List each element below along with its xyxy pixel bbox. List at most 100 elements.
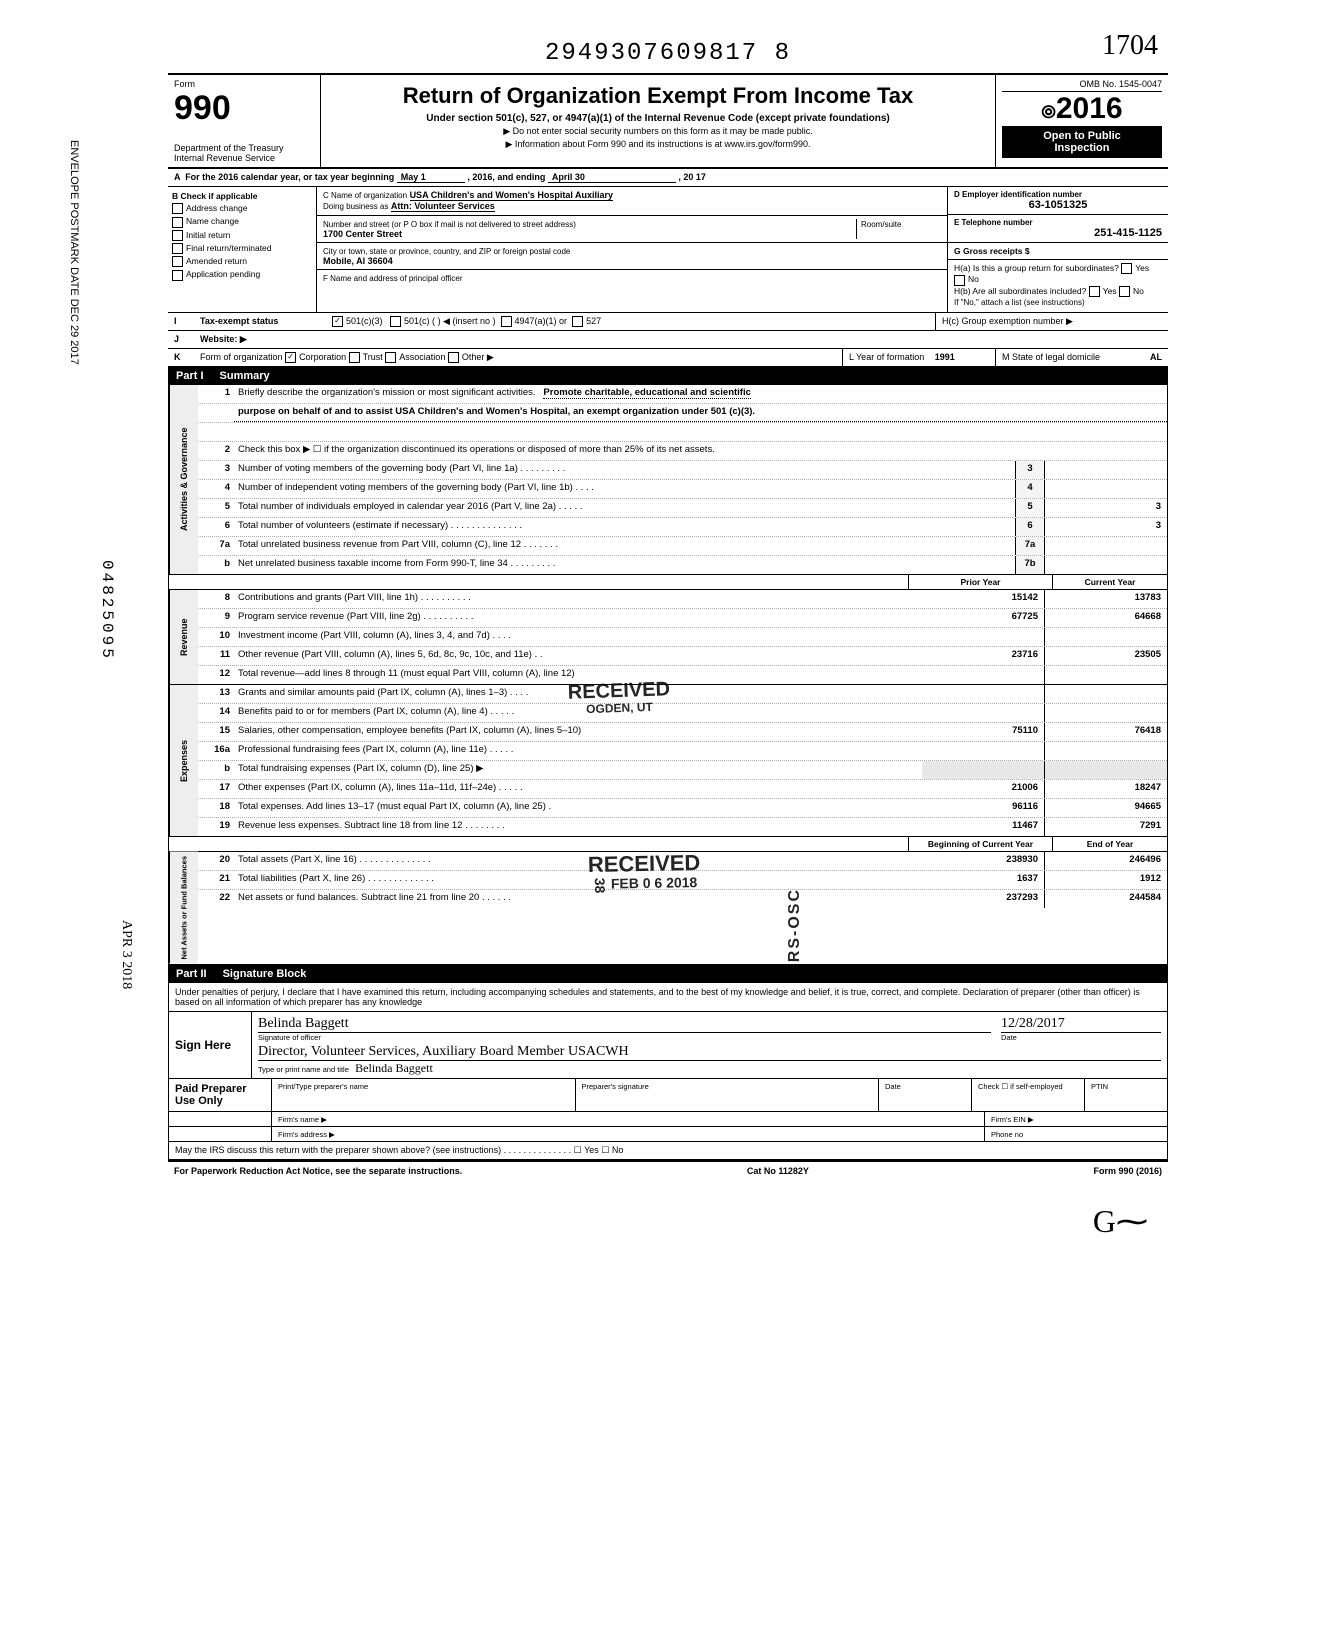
part2-title: Signature Block xyxy=(223,968,307,980)
firm-ein-label: Firm's EIN ▶ xyxy=(991,1115,1034,1124)
cb-ha-yes[interactable] xyxy=(1121,263,1132,274)
lbl-501c: 501(c) ( xyxy=(404,316,435,326)
header-left: Form 990 Department of the Treasury Inte… xyxy=(168,75,321,167)
cb-527[interactable] xyxy=(572,316,583,327)
header-mid: Return of Organization Exempt From Incom… xyxy=(321,75,996,167)
lbl-501c3: 501(c)(3) xyxy=(346,316,383,326)
cb-hb-no[interactable] xyxy=(1119,286,1130,297)
ln11-prior: 23716 xyxy=(922,647,1045,665)
ln6-val: 3 xyxy=(1045,518,1167,536)
lbl-4947: 4947(a)(1) or xyxy=(515,316,568,326)
irs-discuss-line: May the IRS discuss this return with the… xyxy=(169,1142,1167,1160)
ln21-boy: 1637 xyxy=(922,871,1045,889)
section-governance: Activities & Governance 1 Briefly descri… xyxy=(169,385,1167,575)
part-2-header: Part II Signature Block xyxy=(168,965,1168,983)
col-b-checkboxes: B Check if applicable Address change Nam… xyxy=(168,187,317,312)
cb-initial-return[interactable] xyxy=(172,230,183,241)
hb-label: H(b) Are all subordinates included? xyxy=(954,286,1086,296)
l-label: L Year of formation xyxy=(849,352,924,362)
ln17-no: 17 xyxy=(198,780,234,798)
hb-yes: Yes xyxy=(1103,286,1117,296)
margin-sequence: 04825095 xyxy=(98,560,116,661)
i-label: I xyxy=(168,313,194,330)
firm-name-label: Firm's name ▶ xyxy=(278,1115,327,1124)
section-expenses: Expenses 13 Grants and similar amounts p… xyxy=(169,685,1167,837)
city-label: City or town, state or province, country… xyxy=(323,247,570,256)
ln5-desc: Total number of individuals employed in … xyxy=(234,499,1015,517)
ln14-no: 14 xyxy=(198,704,234,722)
k-head: Form of organization xyxy=(200,352,283,362)
cb-hb-yes[interactable] xyxy=(1089,286,1100,297)
part-1-header: Part I Summary xyxy=(168,367,1168,385)
ln6-desc: Total number of volunteers (estimate if … xyxy=(234,518,1015,536)
ln19-desc: Revenue less expenses. Subtract line 18 … xyxy=(234,818,922,836)
margin-envelope: ENVELOPE POSTMARK DATE DEC 29 2017 xyxy=(68,140,80,365)
ln3-desc: Number of voting members of the governin… xyxy=(234,461,1015,479)
lbl-final-return: Final return/terminated xyxy=(186,243,272,253)
cb-trust[interactable] xyxy=(349,352,360,363)
cb-address-change[interactable] xyxy=(172,203,183,214)
ln1-desc: Briefly describe the organization's miss… xyxy=(238,387,536,398)
ln15-no: 15 xyxy=(198,723,234,741)
state-domicile: AL xyxy=(1150,352,1162,362)
row-a-tax-year: A For the 2016 calendar year, or tax yea… xyxy=(168,169,1168,187)
cb-4947[interactable] xyxy=(501,316,512,327)
ln6-box: 6 xyxy=(1015,518,1045,536)
ha-no: No xyxy=(968,274,979,284)
cb-other[interactable] xyxy=(448,352,459,363)
lbl-other: Other ▶ xyxy=(462,352,494,362)
ln6-no: 6 xyxy=(198,518,234,536)
cb-corp[interactable]: ✓ xyxy=(285,352,296,363)
m-label: M State of legal domicile xyxy=(1002,352,1100,362)
cb-final-return[interactable] xyxy=(172,243,183,254)
ln2-no: 2 xyxy=(198,442,234,460)
ln8-desc: Contributions and grants (Part VIII, lin… xyxy=(234,590,922,608)
ln10-no: 10 xyxy=(198,628,234,646)
e-label: E Telephone number xyxy=(954,218,1162,227)
ln7a-box: 7a xyxy=(1015,537,1045,555)
form-footer: For Paperwork Reduction Act Notice, see … xyxy=(168,1161,1168,1180)
footer-right: Form 990 (2016) xyxy=(1093,1166,1162,1176)
lbl-corp: Corporation xyxy=(299,352,346,362)
b-label: B xyxy=(172,191,178,201)
ln7b-desc: Net unrelated business taxable income fr… xyxy=(234,556,1015,574)
cb-ha-no[interactable] xyxy=(954,275,965,286)
tax-year: ⦾2016 xyxy=(1002,94,1162,124)
ln9-desc: Program service revenue (Part VIII, line… xyxy=(234,609,922,627)
tab-net-assets: Net Assets or Fund Balances xyxy=(169,852,198,964)
org-phone: 251-415-1125 xyxy=(954,227,1162,239)
ln4-desc: Number of independent voting members of … xyxy=(234,480,1015,498)
row-a-mid: , 2016, and ending xyxy=(467,172,545,182)
row-i-tax-exempt: I Tax-exempt status ✓501(c)(3) 501(c) ( … xyxy=(168,313,1168,331)
prep-name-label: Print/Type preparer's name xyxy=(278,1082,368,1091)
tax-year-end: April 30 xyxy=(548,172,676,183)
sig-label: Signature of officer xyxy=(258,1033,991,1042)
cb-assoc[interactable] xyxy=(385,352,396,363)
ln8-prior: 15142 xyxy=(922,590,1045,608)
f-label: F Name and address of principal officer xyxy=(323,274,462,283)
cb-app-pending[interactable] xyxy=(172,270,183,281)
cb-name-change[interactable] xyxy=(172,217,183,228)
ln12-no: 12 xyxy=(198,666,234,684)
cb-501c3[interactable]: ✓ xyxy=(332,316,343,327)
tab-revenue: Revenue xyxy=(169,590,198,684)
row-a-yr: , 20 17 xyxy=(678,172,706,182)
ln22-no: 22 xyxy=(198,890,234,908)
i-head: Tax-exempt status xyxy=(194,313,326,330)
ln17-desc: Other expenses (Part IX, column (A), lin… xyxy=(234,780,922,798)
inspection-label: Inspection xyxy=(1004,142,1160,154)
ln17-prior: 21006 xyxy=(922,780,1045,798)
lbl-initial-return: Initial return xyxy=(186,230,230,240)
ln3-no: 3 xyxy=(198,461,234,479)
ln4-no: 4 xyxy=(198,480,234,498)
addr-label: Number and street (or P O box if mail is… xyxy=(323,220,576,229)
ln9-prior: 67725 xyxy=(922,609,1045,627)
ln9-current: 64668 xyxy=(1045,609,1167,627)
ln22-eoy: 244584 xyxy=(1045,890,1167,908)
paid-preparer-row2: Firm's name ▶ Firm's EIN ▶ xyxy=(169,1112,1167,1127)
cb-501c[interactable] xyxy=(390,316,401,327)
ha-label: H(a) Is this a group return for subordin… xyxy=(954,263,1119,273)
cb-amended[interactable] xyxy=(172,256,183,267)
ln8-current: 13783 xyxy=(1045,590,1167,608)
hb-no: No xyxy=(1133,286,1144,296)
